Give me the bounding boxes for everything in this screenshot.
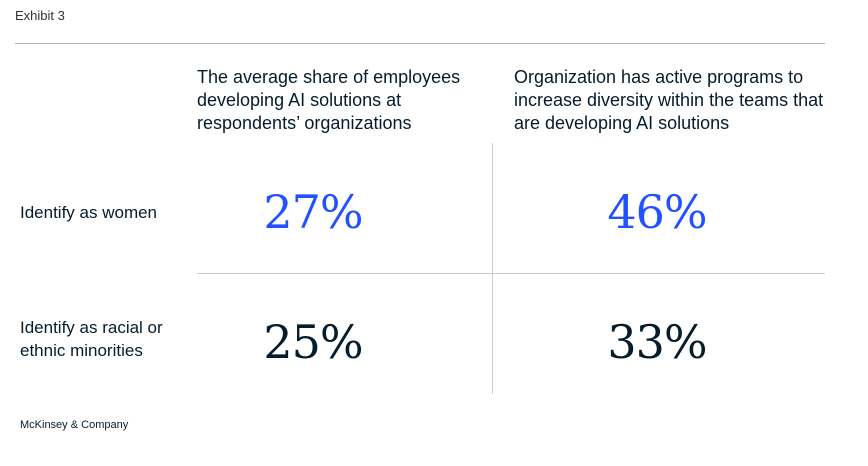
column-header-diversity-programs: Organization has active programs to incr…: [514, 67, 824, 133]
row-label-minorities: Identify as racial or ethnic minorities: [20, 318, 163, 360]
row-divider: [197, 273, 825, 274]
value-women-share: 27%: [263, 185, 363, 239]
value-minorities-share: 25%: [263, 315, 363, 369]
exhibit-label: Exhibit 3: [15, 8, 65, 23]
value-minorities-programs: 33%: [607, 315, 707, 369]
top-rule: [15, 43, 825, 44]
row-label-women: Identify as women: [20, 203, 158, 222]
column-divider: [492, 143, 493, 394]
mckinsey-logo: McKinsey & Company: [20, 419, 129, 431]
column-header-share-of-employees: The average share of employees developin…: [197, 67, 461, 133]
value-women-programs: 46%: [607, 185, 707, 239]
